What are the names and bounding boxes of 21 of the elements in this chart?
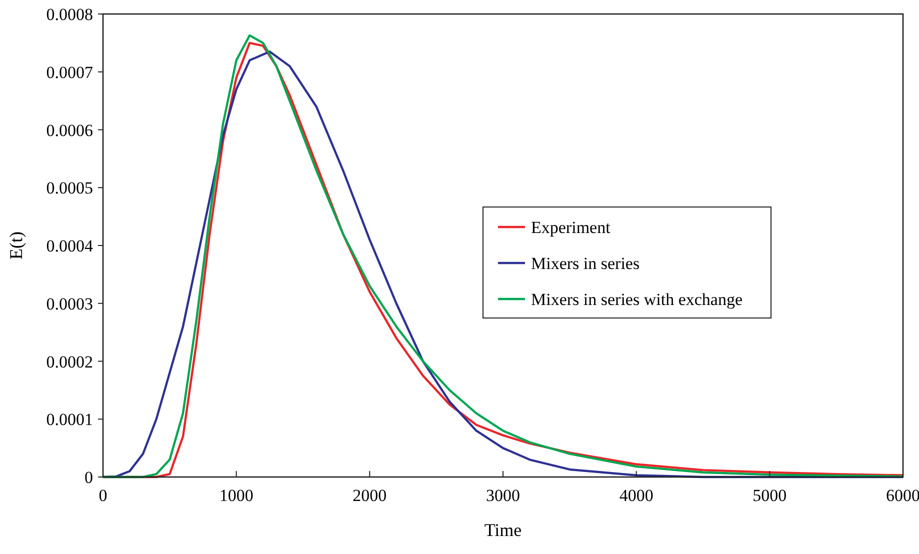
legend-label: Experiment [531,218,611,237]
y-tick-label: 0.0002 [46,352,93,372]
x-axis-title: Time [484,520,522,540]
y-tick-label: 0.0008 [46,5,93,24]
x-tick-label: 0 [98,486,108,505]
x-tick-label: 2000 [352,486,387,505]
y-tick-label: 0.0007 [46,62,94,82]
y-tick-label: 0.0006 [46,120,93,140]
y-tick-label: 0.0004 [46,236,94,256]
legend-label: Mixers in series with exchange [531,290,742,309]
x-tick-label: 5000 [752,486,787,505]
x-tick-label: 1000 [219,486,254,505]
y-tick-label: 0.0005 [46,178,93,198]
y-tick-label: 0.0001 [46,410,93,430]
y-axis-title: E(t) [6,232,26,260]
legend-label: Mixers in series [531,254,640,273]
y-tick-label: 0 [84,468,93,487]
x-tick-label: 6000 [886,486,919,505]
x-tick-label: 3000 [486,486,520,505]
x-tick-label: 4000 [619,486,654,505]
y-tick-label: 0.0003 [46,294,93,314]
